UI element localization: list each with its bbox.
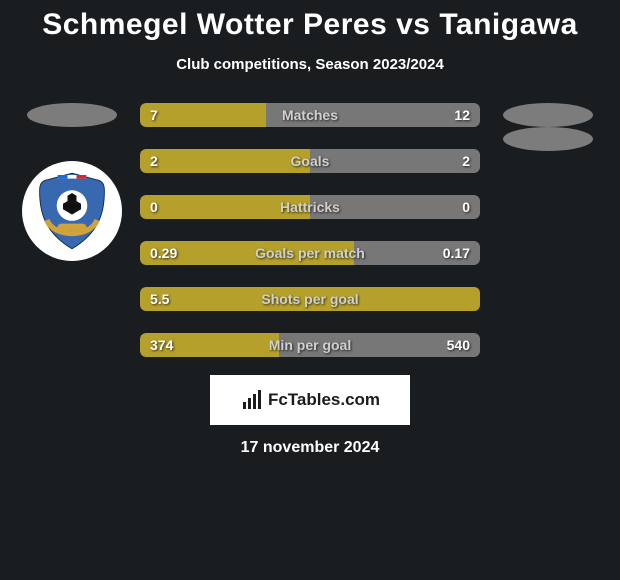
date-label: 17 november 2024 [0,439,620,457]
stat-fill-right [310,149,480,173]
stat-row: 5.5 Shots per goal [140,287,480,311]
stat-row: 2 Goals 2 [140,149,480,173]
stat-bars: 7 Matches 12 2 Goals 2 0 Hattricks 0 0.29 Goals pe… [140,103,480,357]
stat-value-left: 374 [150,337,173,353]
stat-value-right: 0 [462,199,470,215]
brand-link[interactable]: FcTables.com [210,375,410,425]
stat-value-left: 5.5 [150,291,169,307]
stat-value-left: 7 [150,107,158,123]
brand-label: FcTables.com [268,390,380,410]
stat-row: 7 Matches 12 [140,103,480,127]
team-color-right-2 [503,127,593,151]
stat-label: Goals per match [255,245,365,261]
stat-row: 374 Min per goal 540 [140,333,480,357]
team-badge-left [22,161,122,261]
player-left-column [22,103,122,261]
chart-area: 7 Matches 12 2 Goals 2 0 Hattricks 0 0.29 Goals pe… [0,103,620,357]
stat-value-right: 540 [447,337,470,353]
stat-value-right: 12 [454,107,470,123]
team-color-left [27,103,117,127]
chart-icon [240,388,264,412]
stat-value-left: 0.29 [150,245,177,261]
stat-value-right: 0.17 [443,245,470,261]
stat-value-left: 2 [150,153,158,169]
team-color-right-1 [503,103,593,127]
stat-label: Shots per goal [261,291,358,307]
shield-icon [27,166,117,256]
page-title: Schmegel Wotter Peres vs Tanigawa [0,8,620,42]
stat-label: Hattricks [280,199,340,215]
stat-row: 0 Hattricks 0 [140,195,480,219]
stat-label: Matches [282,107,338,123]
stat-label: Goals [291,153,330,169]
stat-fill-left [140,103,266,127]
stats-comparison-widget: Schmegel Wotter Peres vs Tanigawa Club c… [0,0,620,580]
stat-value-right: 2 [462,153,470,169]
stat-row: 0.29 Goals per match 0.17 [140,241,480,265]
season-subtitle: Club competitions, Season 2023/2024 [0,56,620,73]
stat-fill-left [140,149,310,173]
stat-value-left: 0 [150,199,158,215]
player-right-column [498,103,598,151]
stat-label: Min per goal [269,337,351,353]
